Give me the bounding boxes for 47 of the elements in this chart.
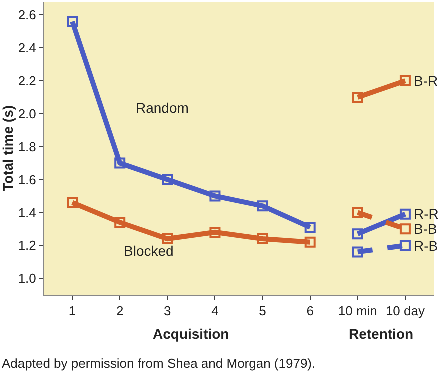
x-axis-title: Acquisition (153, 326, 230, 342)
point (352, 92, 364, 103)
series-label: B-B (414, 221, 438, 237)
y-tick-label: 2.4 (18, 40, 36, 56)
text: Retention (349, 326, 414, 342)
point (352, 246, 364, 258)
y-tick-label: 1.8 (18, 139, 36, 154)
x-tick-label: 6 (306, 304, 314, 319)
y-tick-label: 1.6 (18, 172, 36, 188)
x-tick-label: 2 (116, 304, 124, 319)
y-tick-label: 2.6 (18, 8, 36, 23)
point (162, 234, 174, 245)
point (400, 76, 411, 87)
text: Adapted by permission from Shea and Morgan (1979). (2, 356, 316, 371)
series-label: B-R (414, 73, 438, 89)
text: Random (136, 100, 189, 116)
point (304, 236, 316, 248)
x-tick-label: 5 (259, 304, 266, 319)
y-axis-title: Total time (s) (0, 105, 16, 192)
x-tick-label: 10 min (338, 304, 378, 319)
x-tick-label: 10 day (386, 304, 426, 319)
point (210, 190, 221, 202)
point (400, 208, 411, 220)
point (257, 234, 268, 245)
x-tick-label: 4 (212, 304, 219, 319)
point (67, 16, 78, 28)
point (400, 240, 411, 252)
point (67, 197, 78, 208)
point (352, 228, 364, 240)
point (114, 217, 126, 228)
series-label: R-R (414, 206, 439, 222)
y-tick-label: 1.4 (18, 205, 36, 220)
y-tick-label: 1.0 (18, 271, 36, 286)
x-tick-label: 3 (164, 304, 172, 319)
point (304, 222, 316, 234)
point (400, 224, 411, 235)
series-label: Blocked (124, 243, 174, 259)
point (257, 200, 268, 212)
y-tick-label: 2.2 (18, 74, 36, 89)
x-tick-label: 1 (68, 304, 76, 319)
point (352, 207, 364, 218)
y-tick-label: 1.2 (18, 238, 36, 254)
series-label: R-B (414, 238, 438, 254)
point (162, 174, 174, 186)
y-tick-label: 2.0 (18, 106, 36, 122)
point (114, 158, 126, 169)
point (210, 226, 221, 238)
